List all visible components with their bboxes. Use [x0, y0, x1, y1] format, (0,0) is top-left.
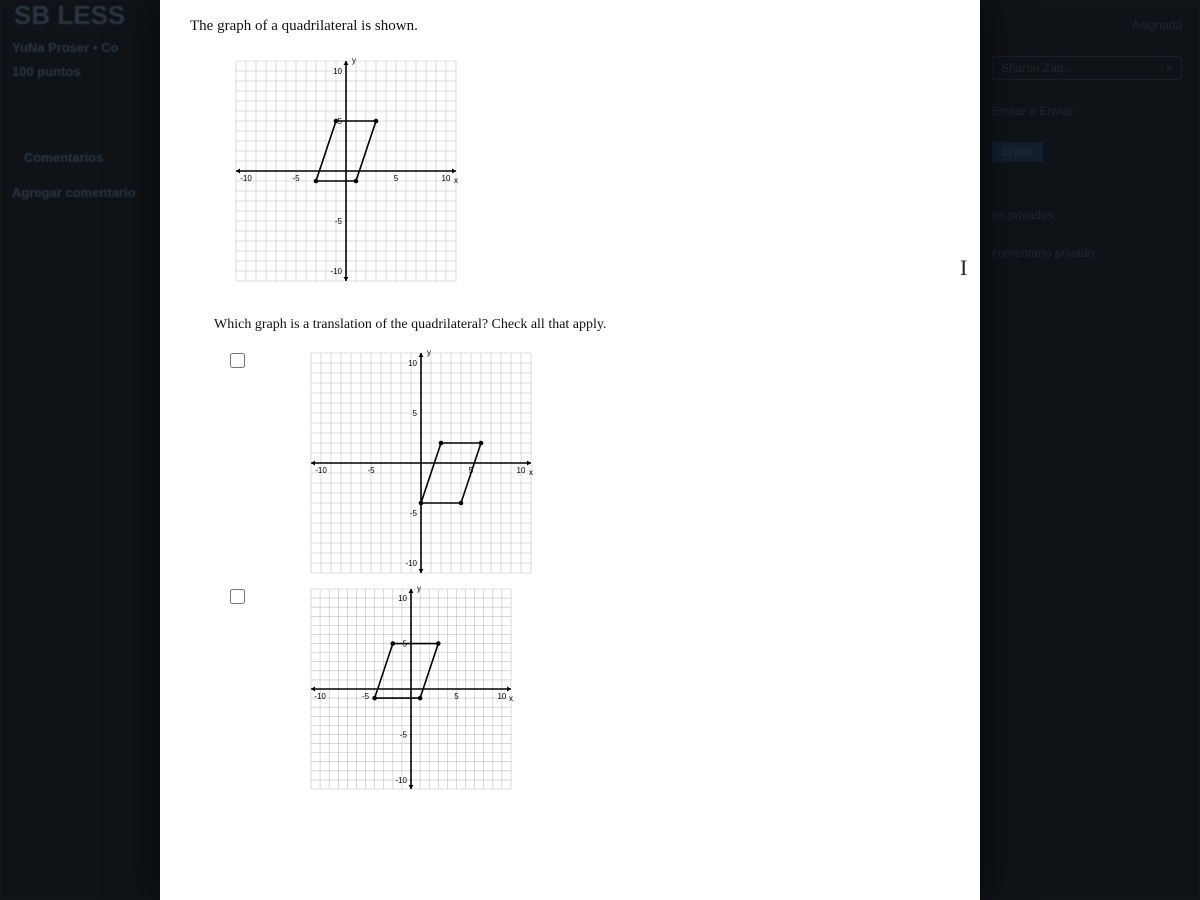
text-cursor-icon: I	[960, 255, 967, 281]
svg-text:5: 5	[394, 174, 399, 183]
svg-text:-10: -10	[315, 466, 327, 475]
option-a-graph: -10-10-5-5551010yx	[305, 347, 537, 579]
svg-text:-5: -5	[367, 466, 375, 475]
enviar-button[interactable]: Enviar	[992, 142, 1043, 162]
svg-text:10: 10	[517, 466, 526, 475]
privados-label: os privados	[992, 208, 1182, 222]
option-b-row: -10-10-5-5551010yx	[230, 583, 950, 795]
enviar-label: Enviar a Enviar	[992, 104, 1182, 118]
svg-text:10: 10	[442, 174, 451, 183]
option-a-checkbox[interactable]	[230, 353, 245, 368]
svg-text:-5: -5	[410, 509, 418, 518]
svg-text:5: 5	[413, 409, 418, 418]
option-b-graph: -10-10-5-5551010yx	[305, 583, 517, 795]
svg-text:y: y	[352, 56, 356, 65]
svg-text:-10: -10	[395, 776, 407, 785]
right-side-panel: Asignada Sharon Zap… × Enviar a Enviar E…	[992, 18, 1182, 284]
student-name: Sharon Zap…	[1001, 61, 1076, 75]
main-graph: -10-10-5-5551010yx	[230, 55, 462, 287]
svg-text:x: x	[509, 694, 513, 703]
bg-add-comment: Agregar comentario	[12, 185, 136, 200]
svg-text:-10: -10	[330, 267, 342, 276]
svg-text:-5: -5	[335, 217, 343, 226]
svg-text:10: 10	[333, 67, 342, 76]
svg-text:-5: -5	[400, 730, 408, 739]
close-icon[interactable]: ×	[1166, 61, 1173, 75]
add-private-label: comentario privado	[992, 246, 1182, 260]
svg-text:-10: -10	[240, 174, 252, 183]
svg-text:x: x	[529, 468, 533, 477]
bg-comments: Comentarios	[24, 150, 103, 165]
svg-text:5: 5	[454, 692, 459, 701]
svg-text:-5: -5	[292, 174, 300, 183]
prompt-text: The graph of a quadrilateral is shown.	[190, 18, 950, 35]
option-b-checkbox[interactable]	[230, 589, 245, 604]
question-modal: The graph of a quadrilateral is shown. -…	[160, 0, 980, 900]
bg-sub1: YuNa Proser • Co	[12, 40, 118, 55]
main-graph-block: -10-10-5-5551010yx	[230, 55, 950, 287]
question-text: Which graph is a translation of the quad…	[214, 317, 950, 333]
assigned-label: Asignada	[992, 18, 1182, 32]
bg-title: SB LESS	[14, 0, 125, 31]
svg-text:-5: -5	[362, 692, 370, 701]
svg-text:-10: -10	[405, 559, 417, 568]
svg-text:-10: -10	[314, 692, 326, 701]
bg-sub2: 100 puntos	[12, 64, 81, 79]
svg-text:y: y	[417, 584, 421, 593]
svg-text:x: x	[454, 176, 458, 185]
svg-text:10: 10	[408, 359, 417, 368]
svg-text:y: y	[427, 348, 431, 357]
option-a-row: -10-10-5-5551010yx	[230, 347, 950, 579]
svg-text:10: 10	[398, 594, 407, 603]
svg-text:10: 10	[497, 692, 506, 701]
